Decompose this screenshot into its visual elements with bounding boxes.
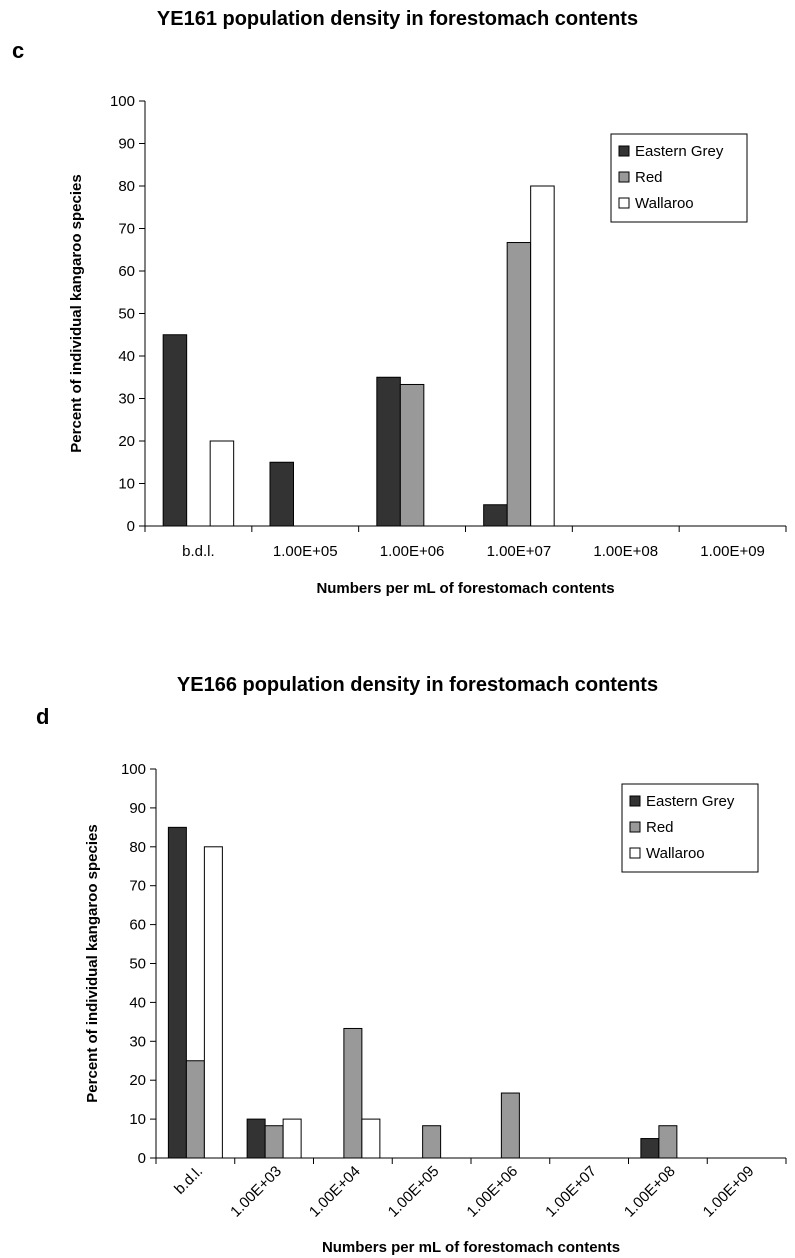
bar-eastern-grey xyxy=(162,334,188,527)
y-tick-label: 70 xyxy=(118,221,135,238)
legend-swatch xyxy=(618,197,630,209)
bar-eastern-grey xyxy=(167,826,187,1159)
bar-red xyxy=(343,1027,363,1159)
legend-entry: Red xyxy=(646,819,674,836)
y-tick-label: 10 xyxy=(118,476,135,493)
x-tick-label: 1.00E+07 xyxy=(487,543,552,560)
x-tick-label: 1.00E+03 xyxy=(227,1163,285,1221)
x-tick-label: b.d.l. xyxy=(182,543,215,560)
x-tick-label: 1.00E+06 xyxy=(463,1163,521,1221)
y-tick-label: 100 xyxy=(110,93,135,110)
bar-eastern-grey xyxy=(269,461,294,527)
x-tick-label: 1.00E+08 xyxy=(593,543,658,560)
x-tick-label: 1.00E+04 xyxy=(306,1163,364,1221)
x-tick-label: 1.00E+08 xyxy=(621,1163,679,1221)
legend-swatch xyxy=(618,171,630,183)
y-tick-label: 70 xyxy=(129,878,146,895)
bar-red xyxy=(500,1092,520,1159)
bar-red xyxy=(506,242,532,527)
bar-red xyxy=(399,383,425,527)
y-tick-label: 100 xyxy=(121,761,146,778)
legend-entry: Wallaroo xyxy=(646,845,705,862)
y-tick-label: 60 xyxy=(129,917,146,934)
bar-eastern-grey xyxy=(483,504,508,527)
y-tick-label: 20 xyxy=(129,1072,146,1089)
y-tick-label: 30 xyxy=(129,1033,146,1050)
legend-swatch xyxy=(629,795,641,807)
y-tick-label: 10 xyxy=(129,1111,146,1128)
y-tick-label: 30 xyxy=(118,391,135,408)
y-tick-label: 0 xyxy=(127,518,135,535)
chart-title: YE161 population density in forestomach … xyxy=(156,8,639,30)
bar-wallaroo xyxy=(282,1118,302,1159)
y-tick-label: 40 xyxy=(129,994,146,1011)
x-axis-title: Numbers per mL of forestomach contents xyxy=(322,1239,620,1256)
x-tick-label: 1.00E+06 xyxy=(380,543,445,560)
x-tick-label: b.d.l. xyxy=(171,1163,206,1198)
chart-title: YE166 population density in forestomach … xyxy=(176,674,659,696)
x-axis-title: Numbers per mL of forestomach contents xyxy=(316,580,614,597)
y-tick-label: 40 xyxy=(118,348,135,365)
x-tick-label: 1.00E+09 xyxy=(700,1163,758,1221)
legend-swatch xyxy=(629,821,641,833)
legend-entry: Eastern Grey xyxy=(635,143,724,160)
bar-red xyxy=(185,1060,205,1159)
y-tick-label: 90 xyxy=(118,136,135,153)
legend-box xyxy=(610,133,748,223)
panel-label: d xyxy=(36,704,50,729)
y-tick-label: 0 xyxy=(138,1150,146,1167)
bar-wallaroo xyxy=(209,440,235,527)
y-tick-label: 80 xyxy=(118,178,135,195)
bar-red xyxy=(422,1125,442,1159)
y-tick-label: 90 xyxy=(129,800,146,817)
y-tick-label: 80 xyxy=(129,839,146,856)
legend-swatch xyxy=(618,145,630,157)
y-tick-label: 50 xyxy=(129,956,146,973)
legend-entry: Wallaroo xyxy=(635,195,694,212)
bar-red xyxy=(658,1125,678,1159)
panel-label: c xyxy=(12,38,25,63)
y-axis-title: Percent of individual kangaroo species xyxy=(68,174,85,452)
bar-wallaroo xyxy=(361,1118,381,1159)
legend-entry: Red xyxy=(635,169,663,186)
bar-chart-d: 0 10 20 30 40 50 60 70 80 90 100 b.d.l. 1.00E+03 1.00… xyxy=(84,761,787,1256)
x-tick-label: 1.00E+09 xyxy=(700,543,765,560)
bar-red xyxy=(264,1125,284,1159)
y-axis-title: Percent of individual kangaroo species xyxy=(84,824,101,1102)
bar-wallaroo xyxy=(530,185,555,527)
y-tick-label: 60 xyxy=(118,263,135,280)
legend: Eastern Grey Red Wallaroo xyxy=(621,783,759,873)
legend-entry: Eastern Grey xyxy=(646,793,735,810)
bar-eastern-grey xyxy=(376,376,401,527)
y-tick-label: 20 xyxy=(118,433,135,450)
bar-eastern-grey xyxy=(246,1118,266,1159)
x-tick-label: 1.00E+07 xyxy=(542,1163,600,1221)
legend-swatch xyxy=(629,847,641,859)
bar-eastern-grey xyxy=(640,1138,660,1159)
bar-chart-c: 0 10 20 30 40 50 60 70 80 90 100 b.d.l. 1.00E+05 1.00… xyxy=(68,93,787,597)
x-tick-label: 1.00E+05 xyxy=(385,1163,443,1221)
chart-panel-d: YE166 population density in forestomach … xyxy=(0,660,795,1258)
legend-box xyxy=(621,783,759,873)
legend: Eastern Grey Red Wallaroo xyxy=(610,133,748,223)
y-tick-label: 50 xyxy=(118,306,135,323)
chart-panel-c: YE161 population density in forestomach … xyxy=(0,0,795,620)
bar-wallaroo xyxy=(203,846,223,1159)
x-tick-label: 1.00E+05 xyxy=(273,543,338,560)
